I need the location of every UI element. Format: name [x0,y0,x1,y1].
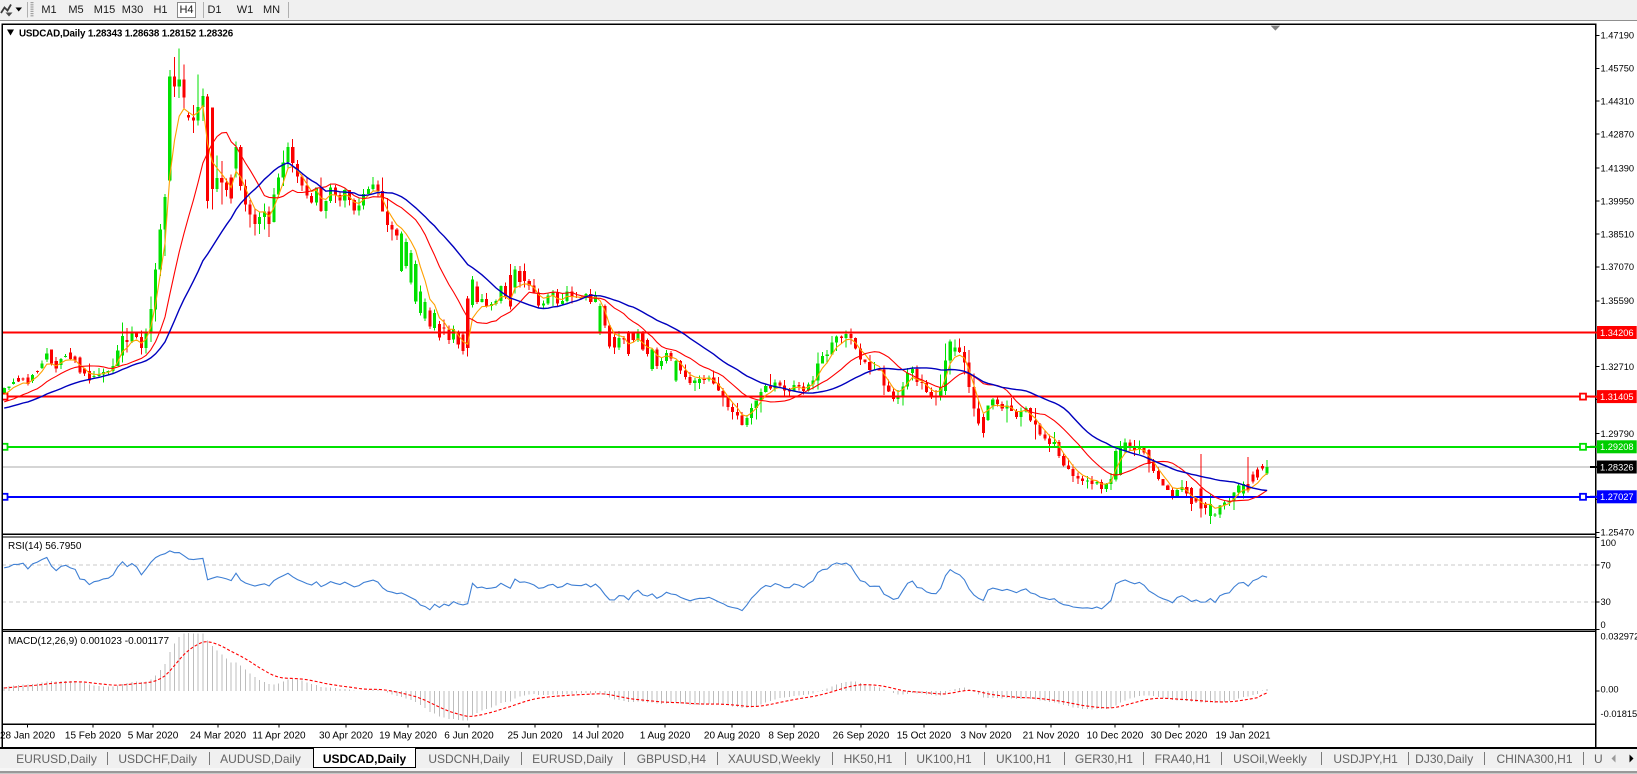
svg-text:1 Aug 2020: 1 Aug 2020 [640,731,691,742]
svg-text:-0.018154: -0.018154 [1601,709,1637,719]
svg-text:30: 30 [1601,597,1611,607]
svg-text:1.25470: 1.25470 [1601,528,1635,538]
svg-text:1.45750: 1.45750 [1601,64,1635,74]
svg-text:70: 70 [1601,560,1611,570]
svg-text:USDCAD,Daily 1.28343 1.28638: USDCAD,Daily 1.28343 1.28638 1.28152 1.2… [19,29,234,40]
svg-text:1.29208: 1.29208 [1600,442,1634,452]
svg-text:24 Mar 2020: 24 Mar 2020 [190,731,247,742]
svg-text:0: 0 [1601,620,1606,630]
svg-text:10 Dec 2020: 10 Dec 2020 [1087,731,1144,742]
svg-text:1.32710: 1.32710 [1601,362,1635,372]
svg-text:8 Sep 2020: 8 Sep 2020 [768,731,820,742]
svg-text:15 Feb 2020: 15 Feb 2020 [65,731,122,742]
svg-text:19 May 2020: 19 May 2020 [379,731,437,742]
svg-text:15 Oct 2020: 15 Oct 2020 [897,731,952,742]
svg-text:19 Jan 2021: 19 Jan 2021 [1215,731,1270,742]
svg-text:20 Aug 2020: 20 Aug 2020 [704,731,761,742]
svg-text:28 Jan 2020: 28 Jan 2020 [0,731,55,742]
svg-text:0.032972: 0.032972 [1601,632,1637,642]
svg-text:1.47190: 1.47190 [1601,31,1635,41]
svg-text:25 Jun 2020: 25 Jun 2020 [507,731,562,742]
svg-text:1.28326: 1.28326 [1600,462,1634,472]
svg-text:3 Nov 2020: 3 Nov 2020 [960,731,1012,742]
svg-text:1.29790: 1.29790 [1601,429,1635,439]
svg-text:1.39950: 1.39950 [1601,196,1635,206]
svg-text:1.42870: 1.42870 [1601,130,1635,140]
svg-text:6 Jun 2020: 6 Jun 2020 [444,731,494,742]
svg-text:14 Jul 2020: 14 Jul 2020 [572,731,624,742]
svg-text:1.34206: 1.34206 [1600,328,1634,338]
svg-text:0.00: 0.00 [1601,684,1619,694]
svg-text:1.38510: 1.38510 [1601,229,1635,239]
svg-text:1.44310: 1.44310 [1601,97,1635,107]
svg-text:21 Nov 2020: 21 Nov 2020 [1023,731,1080,742]
svg-text:1.27027: 1.27027 [1600,492,1634,502]
svg-text:11 Apr 2020: 11 Apr 2020 [252,731,306,742]
svg-text:30 Dec 2020: 30 Dec 2020 [1151,731,1208,742]
svg-text:RSI(14) 56.7950: RSI(14) 56.7950 [8,541,82,552]
svg-text:30 Apr 2020: 30 Apr 2020 [319,731,373,742]
svg-text:1.41390: 1.41390 [1601,163,1635,173]
svg-text:1.31405: 1.31405 [1600,392,1634,402]
svg-text:26 Sep 2020: 26 Sep 2020 [833,731,890,742]
svg-text:MACD(12,26,9) 0.001023 -0.0011: MACD(12,26,9) 0.001023 -0.001177 [8,636,169,647]
svg-text:1.37070: 1.37070 [1601,262,1635,272]
svg-text:5 Mar 2020: 5 Mar 2020 [128,731,179,742]
svg-text:1.35590: 1.35590 [1601,296,1635,306]
svg-text:100: 100 [1601,538,1617,548]
